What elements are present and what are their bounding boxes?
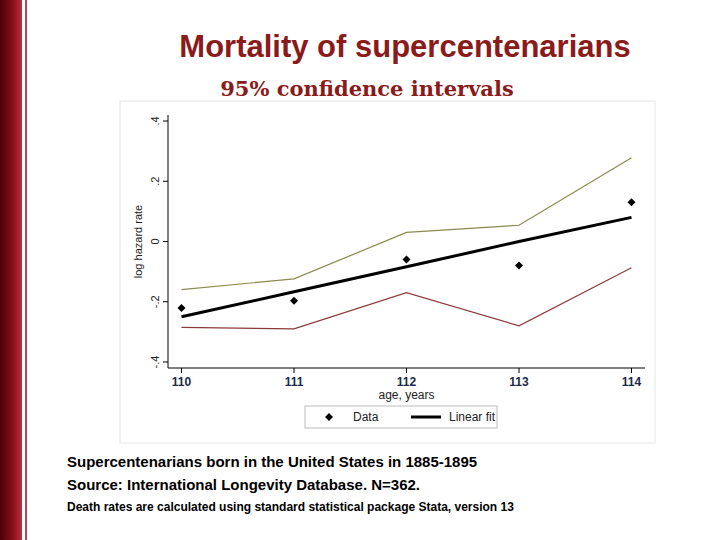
x-tick [294, 368, 295, 373]
x-tick-label: 111 [285, 375, 304, 389]
x-tick-label: 110 [172, 375, 192, 389]
y-tick-label: 0 [149, 238, 161, 244]
x-tick [406, 368, 407, 373]
slide: Mortality of supercentenarians 95% confid… [0, 0, 720, 540]
y-tick [163, 361, 168, 362]
x-tick [181, 368, 182, 373]
data-point [178, 304, 186, 312]
legend-box [305, 406, 497, 428]
side-rule [25, 0, 27, 540]
y-tick-label: -.2 [149, 295, 161, 308]
caption: Death rates are calculated using standar… [67, 500, 514, 514]
y-tick-label: -.4 [149, 356, 161, 369]
legend-symbol [411, 416, 441, 419]
subtitle: 95% confidence intervals [220, 76, 514, 101]
x-axis-title: age, years [378, 388, 434, 402]
caption: Source: International Longevity Database… [67, 476, 420, 493]
y-tick [163, 241, 168, 242]
ci-line [182, 268, 632, 329]
y-tick-label: .4 [149, 116, 161, 125]
ci-line [182, 158, 632, 290]
title: Mortality of supercentenarians [179, 29, 630, 64]
legend-label: Linear fit [449, 410, 496, 424]
data-point [403, 256, 411, 264]
side-bar [0, 0, 22, 540]
legend-symbol [325, 413, 333, 421]
x-tick-label: 112 [397, 375, 417, 389]
legend-label: Data [353, 410, 379, 424]
data-point [290, 297, 298, 305]
plot-area [178, 158, 636, 329]
y-tick [163, 121, 168, 122]
x-tick [519, 368, 520, 373]
graph-panel [120, 101, 655, 443]
y-axis-title: log hazard rate [132, 205, 144, 278]
y-tick [163, 301, 168, 302]
caption: Supercentenarians born in the United Sta… [67, 453, 477, 470]
data-point [628, 198, 636, 206]
y-tick [163, 181, 168, 182]
x-tick [631, 368, 632, 373]
data-point [515, 262, 523, 270]
y-tick-label: .2 [149, 177, 161, 186]
x-tick-label: 113 [509, 375, 529, 389]
x-tick-label: 114 [622, 375, 642, 389]
